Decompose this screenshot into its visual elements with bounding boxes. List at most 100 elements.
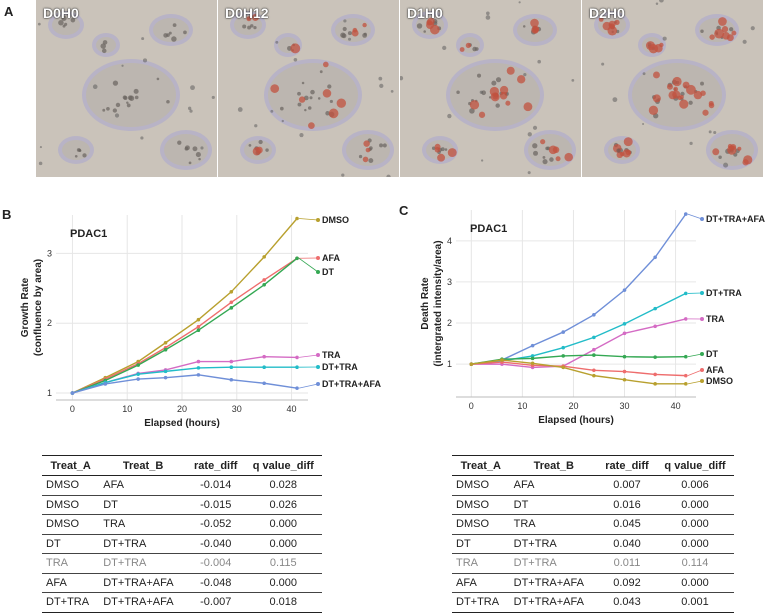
data-point: [684, 317, 688, 321]
data-point: [262, 355, 266, 359]
cell-nucleus: [177, 140, 181, 144]
data-point: [164, 370, 168, 374]
cell-nucleus: [102, 109, 105, 112]
legend-label: DMSO: [322, 215, 349, 225]
table-cell: -0.015: [187, 495, 245, 515]
dead-cell-marker: [659, 43, 663, 47]
cell-nucleus: [543, 156, 546, 159]
data-point: [230, 378, 234, 382]
legend-marker: [316, 353, 320, 357]
debris-particle: [39, 162, 43, 166]
column-header: Treat_A: [452, 456, 510, 476]
table-cell: -0.040: [187, 534, 245, 554]
table-cell: 0.001: [656, 593, 734, 613]
debris-particle: [723, 163, 728, 168]
debris-particle: [616, 149, 620, 153]
dead-cell-marker: [556, 156, 561, 161]
x-tick-label: 40: [287, 404, 297, 414]
debris-particle: [519, 1, 521, 3]
table-cell: DT+TRA+AFA: [510, 593, 598, 613]
y-axis-label: (confluence by area): [33, 259, 44, 356]
data-point: [136, 372, 140, 376]
dead-cell-marker: [505, 101, 510, 106]
micrograph-label: D2H0: [589, 5, 625, 21]
debris-particle: [689, 142, 692, 145]
data-point: [197, 366, 201, 370]
debris-particle: [743, 40, 747, 44]
dead-cell-marker: [323, 62, 329, 68]
dead-cell-marker: [667, 84, 673, 90]
debris-particle: [270, 110, 273, 113]
debris-particle: [141, 37, 144, 40]
table-cell: -0.004: [187, 554, 245, 574]
table-cell: 0.016: [598, 495, 656, 515]
cell-nucleus: [532, 143, 537, 148]
debris-particle: [275, 41, 278, 44]
cell-colony: [264, 59, 362, 131]
table-cell: DT+TRA+AFA: [99, 573, 187, 593]
cell-nucleus: [383, 143, 387, 147]
debris-particle: [528, 171, 531, 174]
cell-nucleus: [171, 36, 176, 41]
table-cell: DMSO: [42, 515, 99, 535]
data-point: [653, 307, 657, 311]
table-cell: DT+TRA: [510, 554, 598, 574]
data-point: [561, 366, 565, 370]
column-header: Treat_B: [99, 456, 187, 476]
dead-cell-marker: [270, 84, 279, 93]
dead-cell-marker: [507, 67, 515, 75]
cell-nucleus: [340, 33, 345, 38]
cell-nucleus: [533, 151, 538, 156]
data-point: [295, 365, 299, 369]
table-cell: 0.011: [598, 554, 656, 574]
dead-cell-marker: [609, 21, 616, 28]
data-point: [295, 256, 299, 260]
data-point: [592, 353, 596, 357]
panel-a-letter: A: [4, 4, 13, 19]
legend-label: DT+TRA+AFA: [322, 379, 382, 389]
cell-colony: [58, 136, 94, 164]
cell-nucleus: [79, 149, 82, 152]
cell-nucleus: [75, 155, 78, 158]
debris-particle: [294, 58, 298, 62]
legend-marker: [700, 352, 704, 356]
legend-label: DT: [322, 267, 334, 277]
data-point: [230, 360, 234, 364]
cell-nucleus: [491, 81, 496, 86]
cell-nucleus: [700, 82, 704, 86]
table-cell: DT: [42, 534, 99, 554]
cell-colony: [342, 130, 394, 170]
cell-nucleus: [193, 146, 198, 151]
dead-cell-marker: [352, 30, 359, 37]
cell-nucleus: [348, 31, 352, 35]
data-point: [136, 363, 140, 367]
cell-nucleus: [495, 103, 499, 107]
dead-cell-marker: [722, 26, 728, 32]
dead-cell-marker: [437, 154, 445, 162]
cell-nucleus: [196, 152, 201, 157]
x-axis-label: Elapsed (hours): [144, 418, 220, 429]
table-cell: 0.092: [598, 573, 656, 593]
dead-cell-marker: [308, 122, 315, 129]
debris-particle: [121, 65, 123, 67]
table-cell: 0.026: [245, 495, 322, 515]
cell-nucleus: [308, 106, 312, 110]
x-tick-label: 0: [70, 404, 75, 414]
table-cell: DT+TRA+AFA: [99, 593, 187, 613]
table-cell: 0.007: [598, 476, 656, 496]
data-point: [197, 318, 201, 322]
dead-cell-marker: [448, 148, 457, 157]
cell-nucleus: [729, 27, 733, 31]
chart-title: PDAC1: [470, 223, 507, 235]
cell-nucleus: [496, 77, 501, 82]
table-cell: TRA: [42, 554, 99, 574]
data-point: [592, 313, 596, 317]
x-tick-label: 20: [568, 401, 578, 411]
micrograph-image: [400, 0, 581, 177]
